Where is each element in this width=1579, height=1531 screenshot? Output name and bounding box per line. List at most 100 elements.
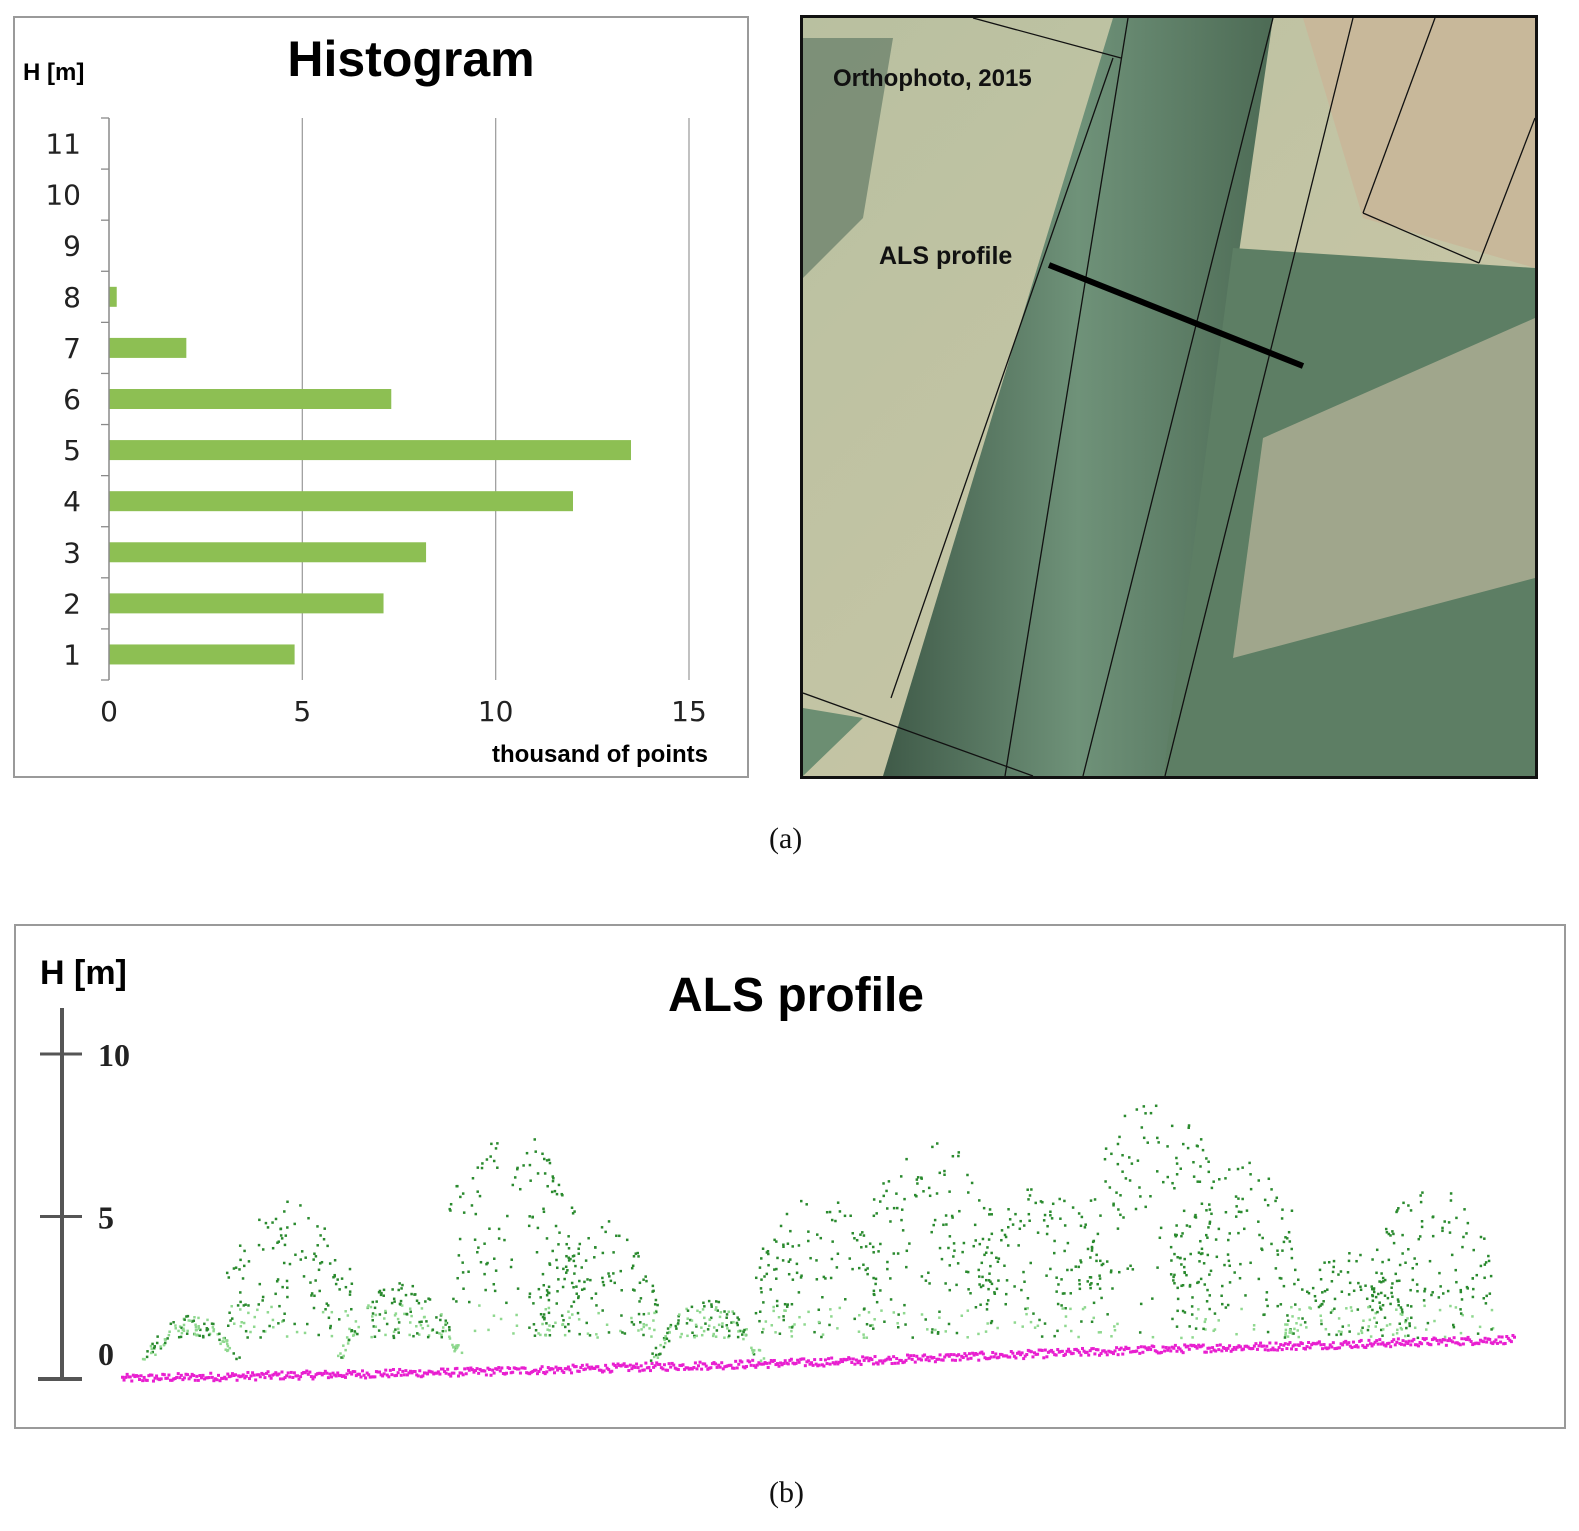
vegetation-point bbox=[1378, 1306, 1382, 1310]
ground-point bbox=[537, 1369, 541, 1373]
vegetation-point bbox=[539, 1312, 543, 1316]
vegetation-point bbox=[1383, 1294, 1387, 1297]
ground-point bbox=[207, 1376, 211, 1380]
vegetation-point bbox=[1196, 1281, 1199, 1285]
vegetation-point bbox=[751, 1351, 755, 1354]
ground-point bbox=[449, 1374, 453, 1378]
vegetation-point bbox=[786, 1242, 790, 1245]
ground-point bbox=[1232, 1345, 1236, 1349]
vegetation-point bbox=[864, 1268, 867, 1272]
vegetation-point bbox=[642, 1325, 646, 1329]
ground-point bbox=[661, 1367, 665, 1371]
vegetation-point bbox=[1008, 1218, 1012, 1221]
vegetation-point bbox=[477, 1246, 480, 1249]
ground-point bbox=[391, 1368, 395, 1372]
ground-point bbox=[206, 1376, 210, 1380]
vegetation-point bbox=[1323, 1289, 1327, 1293]
vegetation-point bbox=[238, 1356, 241, 1359]
vegetation-point bbox=[1305, 1326, 1308, 1329]
vegetation-point bbox=[986, 1299, 990, 1302]
vegetation-point bbox=[244, 1303, 247, 1306]
vegetation-point bbox=[988, 1213, 991, 1216]
vegetation-point bbox=[197, 1327, 201, 1330]
vegetation-point bbox=[1109, 1269, 1113, 1272]
vegetation-point bbox=[493, 1257, 496, 1260]
vegetation-point bbox=[1077, 1212, 1081, 1215]
ground-point bbox=[596, 1365, 600, 1369]
ground-point bbox=[376, 1370, 380, 1374]
vegetation-point bbox=[931, 1145, 934, 1149]
vegetation-point bbox=[793, 1323, 796, 1326]
ground-point bbox=[136, 1374, 140, 1378]
vegetation-point bbox=[1261, 1236, 1264, 1240]
ground-point bbox=[334, 1374, 338, 1378]
ground-point bbox=[486, 1366, 490, 1370]
vegetation-point bbox=[1324, 1327, 1328, 1331]
vegetation-point bbox=[515, 1313, 518, 1317]
vegetation-point bbox=[970, 1181, 974, 1185]
ground-point bbox=[1429, 1343, 1433, 1347]
ground-point bbox=[791, 1361, 795, 1365]
vegetation-point bbox=[862, 1234, 866, 1237]
vegetation-point bbox=[1049, 1267, 1052, 1271]
ground-point bbox=[559, 1366, 563, 1370]
vegetation-point bbox=[1326, 1288, 1329, 1291]
vegetation-point bbox=[141, 1357, 145, 1361]
ground-point bbox=[495, 1367, 499, 1371]
vegetation-point bbox=[1476, 1332, 1480, 1335]
vegetation-point bbox=[1387, 1232, 1391, 1236]
vegetation-point bbox=[951, 1154, 955, 1158]
vegetation-point bbox=[956, 1262, 960, 1265]
ground-point bbox=[630, 1367, 634, 1371]
vegetation-point bbox=[706, 1328, 710, 1331]
vegetation-point bbox=[1149, 1111, 1153, 1115]
ground-point bbox=[856, 1361, 860, 1365]
vegetation-point bbox=[1199, 1252, 1203, 1256]
ground-point bbox=[745, 1364, 748, 1368]
ground-point bbox=[141, 1379, 145, 1383]
ground-point bbox=[441, 1367, 445, 1371]
ground-point bbox=[1265, 1344, 1269, 1348]
vegetation-point bbox=[950, 1214, 954, 1218]
vegetation-point bbox=[896, 1252, 900, 1255]
vegetation-point bbox=[567, 1256, 570, 1260]
vegetation-point bbox=[916, 1182, 919, 1185]
ground-point bbox=[1327, 1346, 1331, 1350]
vegetation-point bbox=[539, 1296, 542, 1299]
ground-point bbox=[1019, 1353, 1023, 1357]
vegetation-point bbox=[419, 1323, 423, 1327]
vegetation-point bbox=[752, 1352, 756, 1356]
ground-point bbox=[1094, 1348, 1098, 1352]
vegetation-point bbox=[1276, 1304, 1279, 1308]
ground-point bbox=[899, 1358, 903, 1362]
vegetation-point bbox=[1039, 1200, 1043, 1203]
ground-point bbox=[769, 1358, 773, 1362]
ground-point bbox=[1124, 1345, 1128, 1349]
vegetation-point bbox=[1029, 1320, 1033, 1324]
ground-point bbox=[534, 1368, 538, 1372]
vegetation-point bbox=[548, 1333, 552, 1337]
ground-point bbox=[483, 1369, 487, 1373]
vegetation-point bbox=[1003, 1233, 1007, 1237]
vegetation-point bbox=[1391, 1282, 1394, 1285]
vegetation-point bbox=[716, 1309, 719, 1312]
ground-point bbox=[1381, 1341, 1385, 1345]
vegetation-point bbox=[1080, 1320, 1083, 1323]
vegetation-point bbox=[679, 1335, 682, 1339]
vegetation-point bbox=[752, 1349, 756, 1352]
vegetation-point bbox=[532, 1323, 536, 1326]
ground-point bbox=[762, 1362, 766, 1366]
histogram-y-tick-label: 7 bbox=[63, 332, 81, 365]
ground-point bbox=[957, 1353, 961, 1357]
vegetation-point bbox=[1318, 1268, 1322, 1272]
vegetation-point bbox=[588, 1334, 592, 1337]
vegetation-point bbox=[329, 1326, 332, 1330]
ground-point bbox=[967, 1352, 971, 1356]
vegetation-point bbox=[904, 1323, 907, 1326]
vegetation-point bbox=[456, 1184, 459, 1188]
ground-point bbox=[1497, 1335, 1501, 1339]
vegetation-point bbox=[1258, 1233, 1261, 1237]
vegetation-point bbox=[868, 1242, 872, 1245]
histogram-bar bbox=[109, 440, 631, 461]
vegetation-point bbox=[284, 1234, 288, 1237]
